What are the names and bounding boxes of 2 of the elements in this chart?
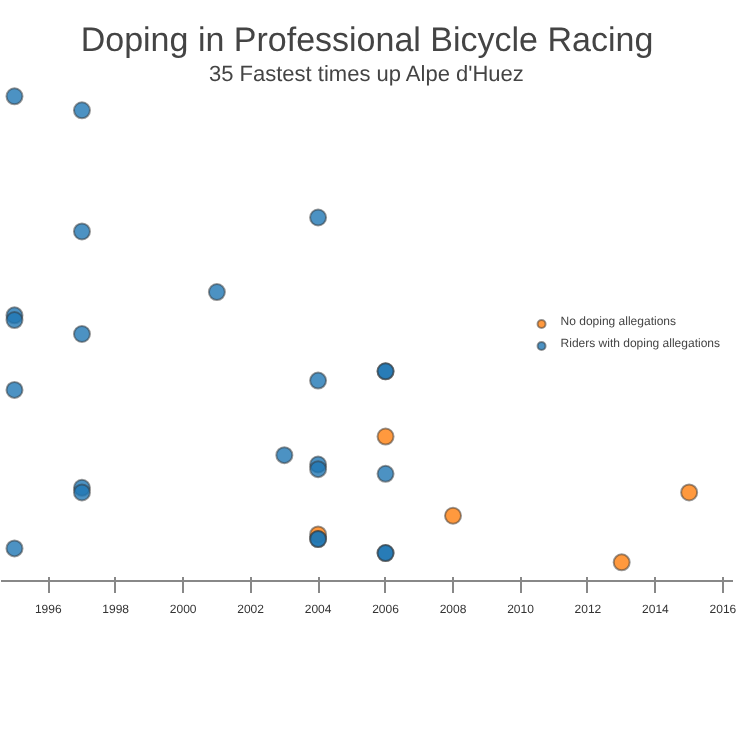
chart-title: Doping in Professional Bicycle Racing <box>80 21 654 59</box>
chart-subtitle: 35 Fastest times up Alpe d'Huez <box>208 63 524 87</box>
